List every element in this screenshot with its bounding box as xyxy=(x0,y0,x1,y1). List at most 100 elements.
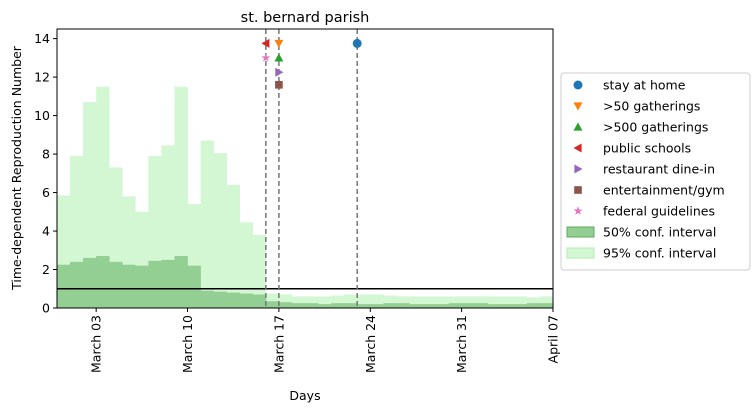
band-bin xyxy=(487,296,502,308)
band-bin xyxy=(422,296,436,308)
band-bin xyxy=(213,153,227,308)
band-bin xyxy=(539,303,554,308)
band-bin xyxy=(474,296,489,308)
band-bin xyxy=(96,256,110,308)
y-axis-label: Time-dependent Reproduction Number xyxy=(9,45,24,291)
band-bin xyxy=(265,301,280,308)
band-bin xyxy=(461,296,475,308)
band-bin xyxy=(422,304,436,308)
band-bin xyxy=(409,296,423,308)
event-marker xyxy=(261,38,270,48)
band-bin xyxy=(305,296,319,308)
band-bin xyxy=(83,257,97,308)
plot-frame xyxy=(56,28,554,309)
legend-label: 50% conf. interval xyxy=(603,225,716,240)
band-bin xyxy=(513,304,528,308)
band-bin xyxy=(487,304,502,308)
legend-marker xyxy=(573,122,583,131)
legend-marker xyxy=(573,80,583,90)
x-tick-label: March 17 xyxy=(271,315,286,373)
legend-box xyxy=(560,72,751,271)
band-bin xyxy=(435,304,449,308)
legend-marker xyxy=(574,186,582,194)
band-bin xyxy=(96,86,110,308)
band-bin xyxy=(526,303,541,308)
chart-title: st. bernard parish xyxy=(241,10,370,26)
legend-label: federal guidelines xyxy=(603,204,715,219)
band-bin xyxy=(226,292,241,308)
legend-label: stay at home xyxy=(603,78,686,93)
event-marker xyxy=(274,53,284,62)
band-bin xyxy=(252,294,267,308)
y-tick-label: 4 xyxy=(42,224,50,239)
band-bin xyxy=(318,296,332,308)
band-bin xyxy=(252,234,267,308)
y-tick-label: 0 xyxy=(42,301,50,316)
legend-marker xyxy=(573,102,583,111)
y-tick-label: 12 xyxy=(34,70,50,85)
band-bin xyxy=(370,304,384,308)
y-tick-label: 10 xyxy=(34,108,50,123)
legend-marker xyxy=(573,206,583,215)
band-bin xyxy=(200,290,214,308)
legend-swatch xyxy=(566,226,595,238)
band-bin xyxy=(83,102,97,308)
legend-label: >50 gatherings xyxy=(603,99,700,114)
y-tick-label: 14 xyxy=(34,31,50,46)
legend-label: public schools xyxy=(603,141,691,156)
band-bin xyxy=(500,296,515,308)
legend-label: restaurant dine-in xyxy=(603,162,715,177)
y-tick-label: 2 xyxy=(42,262,50,277)
band-bin xyxy=(500,304,515,308)
band-bin xyxy=(357,304,371,308)
band-bin xyxy=(461,303,475,308)
band-bin xyxy=(213,291,227,308)
band-bin xyxy=(409,304,423,308)
legend-label: entertainment/gym xyxy=(603,183,725,198)
band-bin xyxy=(109,261,123,308)
band-bin xyxy=(57,264,71,308)
band-bin xyxy=(135,265,149,308)
x-tick-label: March 31 xyxy=(454,315,469,373)
event-marker xyxy=(352,38,362,48)
band-bin xyxy=(187,265,201,308)
band-bin xyxy=(226,184,241,308)
band-bin xyxy=(448,303,462,308)
band-bin xyxy=(200,140,214,308)
band-bin xyxy=(148,260,162,308)
band-bin xyxy=(305,303,319,308)
legend-label: 95% conf. interval xyxy=(603,246,716,261)
band-bin xyxy=(383,303,397,308)
band-bin xyxy=(448,296,462,308)
band-bin xyxy=(278,302,293,308)
legend-swatch xyxy=(566,247,595,259)
legend-label: >500 gatherings xyxy=(603,120,708,135)
band-bin xyxy=(291,303,306,308)
event-marker xyxy=(274,39,284,48)
legend-marker xyxy=(574,164,583,174)
band-bin xyxy=(344,303,358,308)
band-bin xyxy=(239,293,254,308)
band-bin xyxy=(291,296,306,308)
band-bin xyxy=(396,303,410,308)
band-bin xyxy=(70,261,84,308)
y-tick-label: 8 xyxy=(42,147,50,162)
band-bin xyxy=(331,303,345,308)
band-bin xyxy=(435,296,449,308)
event-marker xyxy=(275,67,284,77)
event-marker xyxy=(275,80,283,89)
x-tick-label: March 24 xyxy=(363,315,378,373)
y-tick-label: 6 xyxy=(42,185,50,200)
band-bin xyxy=(174,86,188,308)
band-bin xyxy=(318,304,332,308)
x-axis-label: Days xyxy=(289,388,320,403)
band-bin xyxy=(161,259,175,308)
band-bin xyxy=(174,256,188,308)
band-bin xyxy=(474,303,489,308)
band-bin xyxy=(396,296,410,308)
event-marker xyxy=(261,53,271,62)
x-tick-label: March 03 xyxy=(89,315,104,373)
band-bin xyxy=(513,296,528,308)
legend-marker xyxy=(573,143,582,153)
